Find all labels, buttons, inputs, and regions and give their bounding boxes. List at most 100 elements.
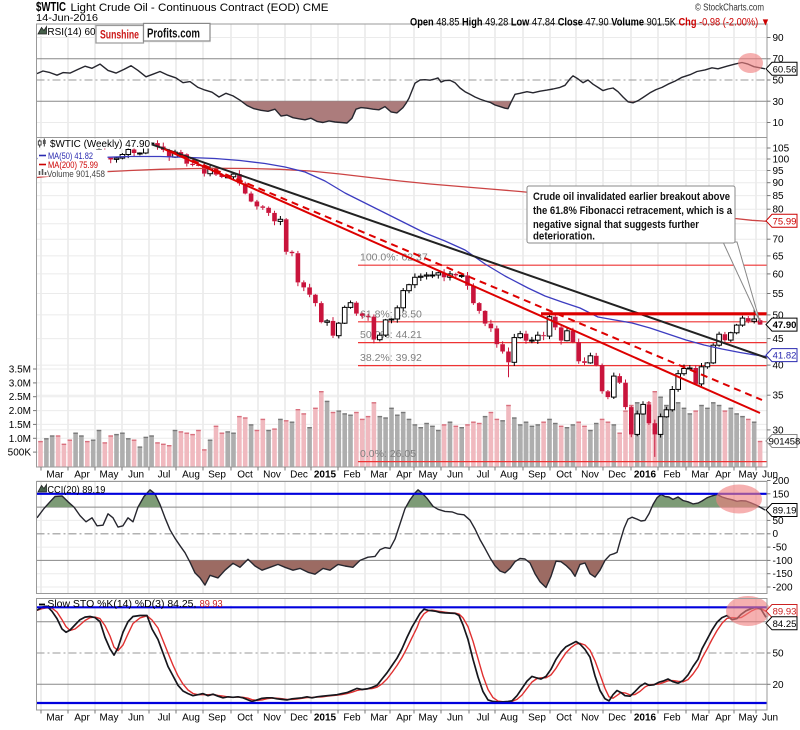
- svg-text:-150: -150: [773, 569, 793, 580]
- svg-text:Open 48.85 High 49.28 Low 47.8: Open 48.85 High 49.28 Low 47.84 Close 47…: [410, 17, 770, 29]
- svg-text:60.56: 60.56: [773, 64, 797, 75]
- svg-text:70: 70: [773, 235, 785, 246]
- svg-text:95: 95: [773, 166, 785, 177]
- svg-text:Aug: Aug: [182, 470, 200, 481]
- svg-text:Nov: Nov: [263, 470, 281, 481]
- svg-text:14-Jun-2016: 14-Jun-2016: [36, 13, 98, 24]
- svg-text:-50: -50: [773, 543, 788, 554]
- svg-text:Apr: Apr: [715, 713, 731, 724]
- svg-text:1.5M: 1.5M: [9, 420, 31, 431]
- svg-text:Jul: Jul: [158, 713, 171, 724]
- svg-text:May: May: [100, 470, 119, 481]
- svg-text:75.99: 75.99: [773, 216, 797, 227]
- svg-text:10: 10: [773, 118, 785, 129]
- svg-text:1.0M: 1.0M: [9, 434, 31, 445]
- svg-text:50.0%: 44.21: 50.0%: 44.21: [360, 329, 422, 341]
- svg-text:70: 70: [773, 54, 785, 65]
- svg-text:45: 45: [773, 334, 785, 345]
- svg-text:55: 55: [773, 289, 785, 300]
- svg-text:65: 65: [773, 251, 785, 262]
- svg-text:35: 35: [773, 391, 785, 402]
- svg-text:Oct: Oct: [556, 470, 572, 481]
- svg-text:negative signal that suggests: negative signal that suggests further: [533, 219, 700, 231]
- svg-text:60: 60: [773, 269, 785, 280]
- svg-text:Feb: Feb: [663, 470, 681, 481]
- svg-text:© StockCharts.com: © StockCharts.com: [695, 3, 764, 14]
- svg-text:Apr: Apr: [74, 470, 90, 481]
- svg-text:2.5M: 2.5M: [9, 392, 31, 403]
- svg-text:Feb: Feb: [343, 470, 361, 481]
- svg-text:Jun: Jun: [447, 713, 463, 724]
- svg-text:Sep: Sep: [528, 713, 546, 724]
- svg-text:38.2%: 39.92: 38.2%: 39.92: [360, 352, 422, 364]
- svg-text:2015: 2015: [314, 713, 337, 724]
- svg-text:Aug: Aug: [500, 713, 518, 724]
- svg-text:deterioration.: deterioration.: [533, 231, 595, 243]
- svg-text:the 61.8% Fibonacci retracemen: the 61.8% Fibonacci retracement, which i…: [533, 205, 733, 217]
- svg-text:Nov: Nov: [263, 713, 281, 724]
- svg-text:Mar: Mar: [370, 713, 388, 724]
- svg-text:Dec: Dec: [290, 470, 308, 481]
- svg-text:Oct: Oct: [237, 713, 253, 724]
- svg-text:Mar: Mar: [691, 713, 709, 724]
- svg-text:2016: 2016: [634, 470, 657, 481]
- svg-text:200: 200: [773, 476, 790, 487]
- svg-text:$WTIC: $WTIC: [36, 0, 66, 14]
- svg-text:$WTIC (Weekly) 47.90: $WTIC (Weekly) 47.90: [50, 138, 150, 150]
- svg-text:Profits.com: Profits.com: [147, 27, 200, 41]
- svg-text:RSI(14) 60.56: RSI(14) 60.56: [47, 26, 109, 38]
- svg-text:89.93: 89.93: [773, 607, 797, 618]
- svg-text:Apr: Apr: [396, 470, 412, 481]
- svg-text:85: 85: [773, 191, 785, 202]
- svg-text:Dec: Dec: [290, 713, 308, 724]
- svg-text:Apr: Apr: [74, 713, 90, 724]
- svg-text:May: May: [739, 713, 758, 724]
- svg-text:3.0M: 3.0M: [9, 378, 31, 389]
- svg-text:500K: 500K: [8, 448, 32, 459]
- svg-text:150: 150: [773, 489, 790, 500]
- svg-text:Dec: Dec: [608, 713, 626, 724]
- svg-text:Light Crude Oil - Continuous C: Light Crude Oil - Continuous Contract (E…: [71, 2, 329, 14]
- svg-text:90: 90: [773, 178, 785, 189]
- svg-text:2015: 2015: [314, 470, 337, 481]
- svg-text:901458: 901458: [769, 437, 800, 448]
- svg-text:89.19: 89.19: [773, 506, 797, 517]
- svg-text:Mar: Mar: [370, 470, 388, 481]
- svg-text:Jul: Jul: [158, 470, 171, 481]
- svg-text:Mar: Mar: [691, 470, 709, 481]
- svg-text:-200: -200: [773, 583, 793, 594]
- svg-text:Jun: Jun: [128, 470, 144, 481]
- svg-text:Sep: Sep: [528, 470, 546, 481]
- svg-text:2016: 2016: [634, 713, 657, 724]
- svg-text:Slow STO %K(14) %D(3) 84.25,: Slow STO %K(14) %D(3) 84.25,: [47, 599, 196, 610]
- svg-text:47.90: 47.90: [773, 320, 797, 331]
- svg-text:Dec: Dec: [608, 470, 626, 481]
- svg-text:84.25: 84.25: [773, 619, 797, 630]
- svg-text:Crude oil invalidated earlier: Crude oil invalidated earlier breakout a…: [533, 191, 730, 203]
- svg-text:MA(200) 75.99: MA(200) 75.99: [48, 160, 98, 170]
- svg-text:Jul: Jul: [477, 470, 490, 481]
- svg-text:Mar: Mar: [46, 470, 64, 481]
- svg-text:90: 90: [773, 33, 785, 44]
- svg-text:30: 30: [773, 97, 785, 108]
- svg-text:Nov: Nov: [581, 470, 599, 481]
- svg-text:Sep: Sep: [208, 713, 226, 724]
- svg-text:Aug: Aug: [500, 470, 518, 481]
- svg-text:MA(50) 41.82: MA(50) 41.82: [48, 151, 93, 161]
- svg-text:2.0M: 2.0M: [9, 406, 31, 417]
- svg-text:40: 40: [773, 361, 785, 372]
- svg-text:Mar: Mar: [46, 713, 64, 724]
- svg-text:Aug: Aug: [182, 713, 200, 724]
- svg-text:41.82: 41.82: [773, 351, 797, 362]
- svg-text:0.0%: 26.05: 0.0%: 26.05: [360, 448, 416, 460]
- svg-text:Jun: Jun: [762, 470, 778, 481]
- svg-text:May: May: [100, 713, 119, 724]
- svg-text:CCI(20) 89.19: CCI(20) 89.19: [47, 484, 105, 496]
- svg-text:May: May: [419, 470, 438, 481]
- svg-text:Jul: Jul: [477, 713, 490, 724]
- svg-text:50: 50: [773, 310, 785, 321]
- svg-text:0: 0: [773, 529, 779, 540]
- svg-text:50: 50: [773, 76, 785, 87]
- svg-text:100.0%: 62.37: 100.0%: 62.37: [360, 252, 428, 264]
- svg-text:Nov: Nov: [581, 713, 599, 724]
